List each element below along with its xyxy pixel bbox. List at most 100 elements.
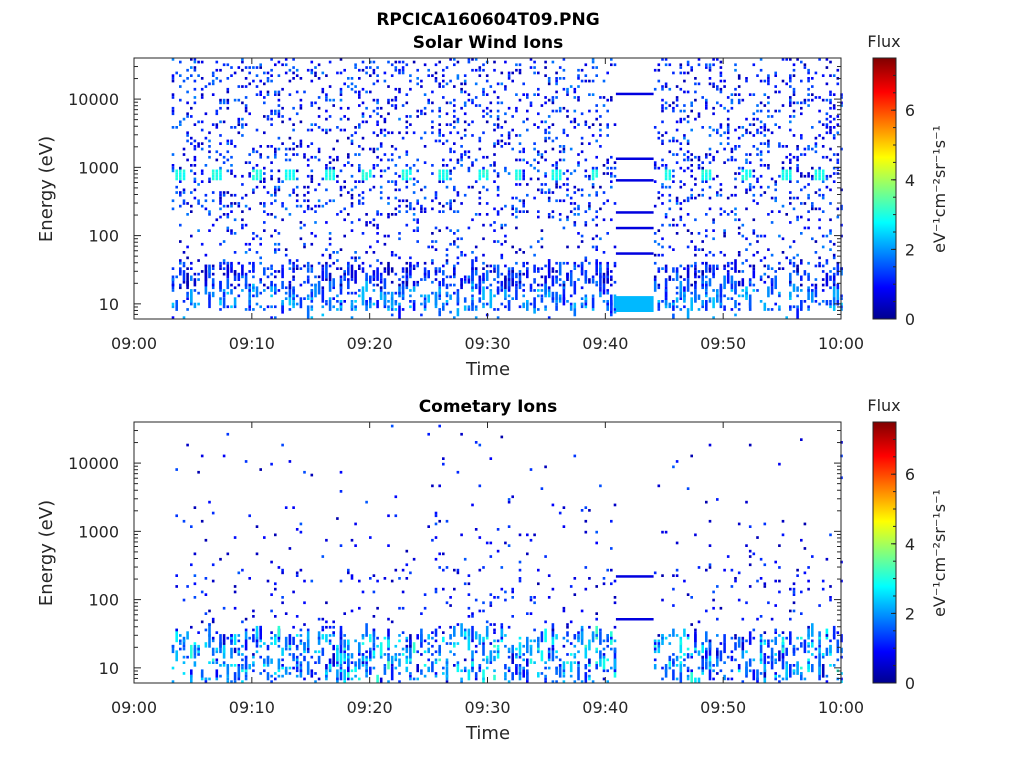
flux-cell <box>821 172 825 175</box>
flux-cell <box>679 147 683 151</box>
flux-cell <box>379 131 383 135</box>
flux-cell <box>515 286 518 290</box>
flux-cell <box>321 267 325 270</box>
flux-cell <box>478 300 482 303</box>
flux-cell <box>811 653 814 656</box>
flux-cell <box>584 256 588 260</box>
flux-cell <box>292 142 295 145</box>
flux-cell <box>274 615 277 618</box>
flux-cell <box>204 612 208 615</box>
flux-cell <box>719 188 723 192</box>
flux-cell <box>383 653 387 656</box>
flux-cell <box>522 264 525 268</box>
flux-cell <box>460 278 463 290</box>
flux-cell <box>737 93 741 96</box>
flux-cell <box>456 210 460 213</box>
flux-cell <box>171 74 175 77</box>
flux-cell <box>241 226 244 230</box>
flux-cell <box>580 261 584 265</box>
flux-cell <box>737 85 741 88</box>
flux-cell <box>420 302 423 306</box>
flux-cell <box>737 232 741 235</box>
flux-cell <box>409 169 412 173</box>
flux-cell <box>241 68 244 72</box>
flux-cell <box>387 655 390 662</box>
flux-cell <box>211 563 215 567</box>
flux-cell <box>416 82 419 86</box>
flux-cell <box>325 96 328 99</box>
flux-cell <box>208 229 211 232</box>
flux-cell <box>610 180 613 183</box>
flux-cell <box>668 87 672 91</box>
flux-cell <box>456 300 460 303</box>
flux-cell <box>270 74 273 77</box>
flux-cell <box>723 634 726 643</box>
flux-cell <box>445 259 449 262</box>
flux-cell <box>471 658 474 662</box>
flux-cell <box>171 126 175 129</box>
flux-cell <box>690 669 693 673</box>
flux-cell <box>350 77 354 80</box>
flux-cell <box>361 60 365 64</box>
flux-cell <box>686 278 690 292</box>
flux-cell <box>288 169 292 173</box>
flux-cell <box>478 177 482 181</box>
flux-cell <box>573 308 577 317</box>
flux-cell <box>343 278 346 281</box>
flux-cell <box>653 639 657 643</box>
flux-cell <box>723 147 726 151</box>
flux-cell <box>555 302 558 306</box>
flux-cell <box>657 642 661 645</box>
flux-cell <box>237 272 241 281</box>
flux-cell <box>562 672 566 675</box>
flux-cell <box>463 74 467 77</box>
flux-cell <box>321 313 325 317</box>
flux-cell <box>778 294 781 298</box>
flux-cell <box>445 248 449 251</box>
flux-cell <box>328 85 332 88</box>
flux-cell <box>789 664 792 667</box>
flux-cell <box>295 112 299 116</box>
flux-cell <box>427 525 430 528</box>
flux-cell <box>719 207 723 211</box>
flux-cell <box>434 522 438 526</box>
flux-cell <box>734 300 737 309</box>
flux-cell <box>358 294 361 298</box>
flux-cell <box>748 188 752 192</box>
flux-cell <box>759 174 763 178</box>
flux-cell <box>361 191 365 194</box>
flux-cell <box>379 261 383 265</box>
flux-cell <box>328 264 332 268</box>
flux-cell <box>712 606 715 610</box>
flux-cell <box>244 655 248 670</box>
flux-cell <box>683 579 686 583</box>
flux-cell <box>219 191 222 194</box>
flux-cell <box>449 158 452 162</box>
flux-cell <box>664 636 668 640</box>
flux-cell <box>529 639 533 643</box>
flux-cell <box>281 647 284 656</box>
flux-cell <box>705 174 708 178</box>
flux-cell <box>800 672 803 675</box>
flux-cell <box>438 294 441 298</box>
flux-cell <box>580 286 584 290</box>
flux-cell <box>354 256 357 260</box>
flux-cell <box>248 289 251 292</box>
flux-cell <box>303 153 306 156</box>
flux-cell <box>493 655 496 662</box>
flux-cell <box>664 172 668 175</box>
flux-cell <box>365 90 368 94</box>
flux-cell <box>409 674 412 678</box>
flux-cell <box>398 174 401 178</box>
flux-cell <box>233 680 237 683</box>
flux-cell <box>292 153 295 156</box>
flux-cell <box>387 300 390 303</box>
flux-cell <box>445 674 449 678</box>
flux-cell <box>716 87 719 91</box>
flux-cell <box>496 644 500 648</box>
flux-cell <box>511 79 514 83</box>
flux-cell <box>668 177 672 181</box>
flux-cell <box>449 229 452 232</box>
flux-cell <box>580 270 584 273</box>
panel-title: Cometary Ions <box>419 397 558 417</box>
